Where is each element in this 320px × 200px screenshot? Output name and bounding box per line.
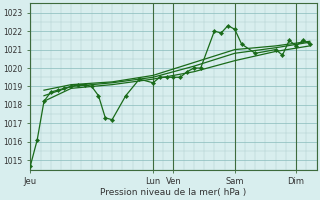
X-axis label: Pression niveau de la mer( hPa ): Pression niveau de la mer( hPa ) <box>100 188 247 197</box>
